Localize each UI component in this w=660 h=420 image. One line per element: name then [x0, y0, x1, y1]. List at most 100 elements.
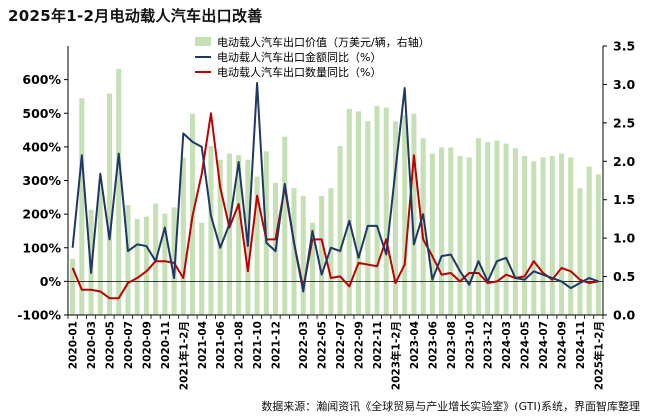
x-tick-label: 2020-11 — [160, 321, 172, 369]
y-right-tick-label: 1.5 — [613, 192, 635, 207]
x-tick-label: 2023-12 — [483, 321, 495, 369]
y-right-tick-label: 1.0 — [613, 231, 635, 246]
bar-2022-09 — [356, 111, 362, 315]
x-tick-label: 2020-07 — [123, 321, 135, 369]
bar-2020-02 — [79, 98, 85, 316]
bar-2023-04 — [411, 113, 417, 316]
x-tick-label: 2021-10 — [252, 321, 264, 369]
bar-2023-08 — [448, 147, 454, 315]
page-title: 2025年1-2月电动载人汽车出口改善 — [8, 7, 263, 25]
y-axis-left: -100% 0% 100% 200% 300% 400% 500% 600% — [17, 72, 68, 323]
y-left-tick-label: 400% — [22, 139, 61, 154]
legend-label: 电动载人汽车出口数量同比（%） — [217, 65, 381, 79]
bar-2022-08 — [346, 109, 352, 315]
bar-2022-02 — [291, 188, 297, 315]
bar-2024-05 — [522, 155, 528, 315]
bar-2024-12 — [586, 166, 592, 315]
bar-2024-1~2月 — [494, 140, 500, 315]
bar-2024-06 — [531, 161, 537, 315]
x-tick-label: 2021-06 — [215, 321, 227, 369]
bar-2022-12 — [383, 107, 389, 315]
bar-2021-08 — [236, 155, 242, 315]
bar-2023-10 — [466, 157, 472, 315]
bar-2023-11 — [475, 138, 482, 315]
bar-2020-08 — [134, 218, 140, 315]
y-axis-right: 0.0 0.5 1.0 1.5 2.0 2.5 3.0 3.5 — [603, 39, 635, 323]
bar-2021-06 — [217, 159, 223, 315]
bar-2023-05 — [420, 138, 426, 315]
y-left-tick-label: 600% — [22, 72, 61, 87]
line-volume — [71, 112, 599, 300]
legend: 电动载人汽车出口价值（万美元/辆，右轴）电动载人汽车出口金额同比（%）电动载人汽… — [195, 35, 430, 79]
x-tick-label: 2022-03 — [298, 321, 310, 369]
x-tick-label: 2024-03 — [501, 321, 513, 369]
y-right-tick-label: 2.5 — [613, 115, 635, 130]
y-left-tick-label: 500% — [22, 106, 61, 121]
bar-2024-10 — [568, 157, 574, 315]
bar-2020-04 — [97, 186, 103, 315]
y-left-tick-label: 0% — [40, 274, 62, 289]
x-tick-label: 2021年1-2月 — [177, 321, 190, 390]
bar-2024-08 — [549, 155, 555, 315]
bar-series — [70, 69, 601, 316]
bar-2024-11 — [577, 188, 583, 315]
bar-2023-07 — [439, 147, 445, 315]
legend-label: 电动载人汽车出口价值（万美元/辆，右轴） — [217, 35, 430, 49]
bar-2021-10 — [254, 176, 260, 315]
bar-2023-12 — [485, 142, 491, 315]
x-tick-label: 2023-08 — [446, 321, 458, 369]
bar-2024-09 — [558, 153, 565, 315]
x-tick-label: 2024-11 — [575, 321, 587, 369]
bar-2022-06 — [328, 188, 334, 315]
y-left-tick-label: 200% — [22, 207, 61, 222]
x-tick-label: 2023-10 — [464, 321, 476, 369]
legend-label: 电动载人汽车出口金额同比（%） — [217, 50, 381, 64]
bar-2022-10 — [365, 121, 371, 315]
x-tick-label: 2021-12 — [271, 321, 283, 369]
bar-2021-07 — [226, 153, 232, 315]
bar-2022-03 — [300, 195, 306, 315]
bar-2020-07 — [125, 205, 131, 315]
y-right-tick-label: 3.5 — [613, 39, 635, 54]
bar-2024-04 — [512, 148, 518, 315]
x-tick-label: 2024-05 — [520, 321, 532, 369]
line-amount — [71, 81, 599, 293]
x-tick-label: 2024-07 — [538, 321, 550, 369]
line-series — [71, 81, 599, 300]
source-note: 数据来源：瀚闻资讯《全球贸易与产业增长实验室》(GTI)系统，界面智库整理 — [261, 400, 640, 413]
bar-2025年1-2月 — [595, 174, 601, 315]
y-right-tick-label: 0.0 — [613, 308, 635, 323]
bar-2023-06 — [429, 153, 435, 315]
x-tick-label: 2020-01 — [68, 321, 80, 369]
bar-2020-12 — [171, 207, 177, 315]
bar-2024-03 — [503, 143, 509, 315]
bar-2022-11 — [374, 105, 380, 315]
bar-2021-1~2月 — [180, 157, 186, 315]
x-tick-label: 2022-09 — [354, 321, 366, 369]
y-left-tick-label: 300% — [22, 173, 61, 188]
bar-2023-09 — [457, 155, 463, 315]
bar-2020-01 — [70, 258, 76, 315]
x-tick-label: 2025年1-2月 — [592, 321, 605, 390]
x-tick-label: 2021-08 — [234, 321, 246, 369]
x-tick-label: 2021-04 — [197, 321, 209, 369]
y-right-tick-label: 3.0 — [613, 77, 635, 92]
y-right-tick-label: 2.0 — [613, 154, 635, 169]
bar-2024-07 — [540, 157, 546, 315]
bar-2020-11 — [162, 213, 168, 315]
bar-2022-01 — [282, 136, 288, 315]
x-tick-label: 2020-05 — [105, 321, 117, 369]
x-tick-label: 2024-09 — [556, 321, 568, 369]
x-axis: 2020-01 2020-03 2020-05 2020-07 2020-09 2020-… — [67, 315, 605, 390]
bar-2022-07 — [337, 145, 343, 315]
x-tick-label: 2022-07 — [335, 321, 347, 369]
x-tick-label: 2023-06 — [427, 321, 439, 369]
y-left-tick-label: 100% — [22, 240, 61, 255]
y-right-tick-label: 0.5 — [613, 269, 635, 284]
x-tick-label: 2023-04 — [409, 321, 421, 369]
bar-2023-1~2月 — [392, 121, 398, 315]
x-tick-label: 2022-11 — [372, 321, 384, 369]
x-tick-label: 2023年1-2月 — [389, 321, 402, 390]
bar-2021-04 — [199, 222, 205, 315]
